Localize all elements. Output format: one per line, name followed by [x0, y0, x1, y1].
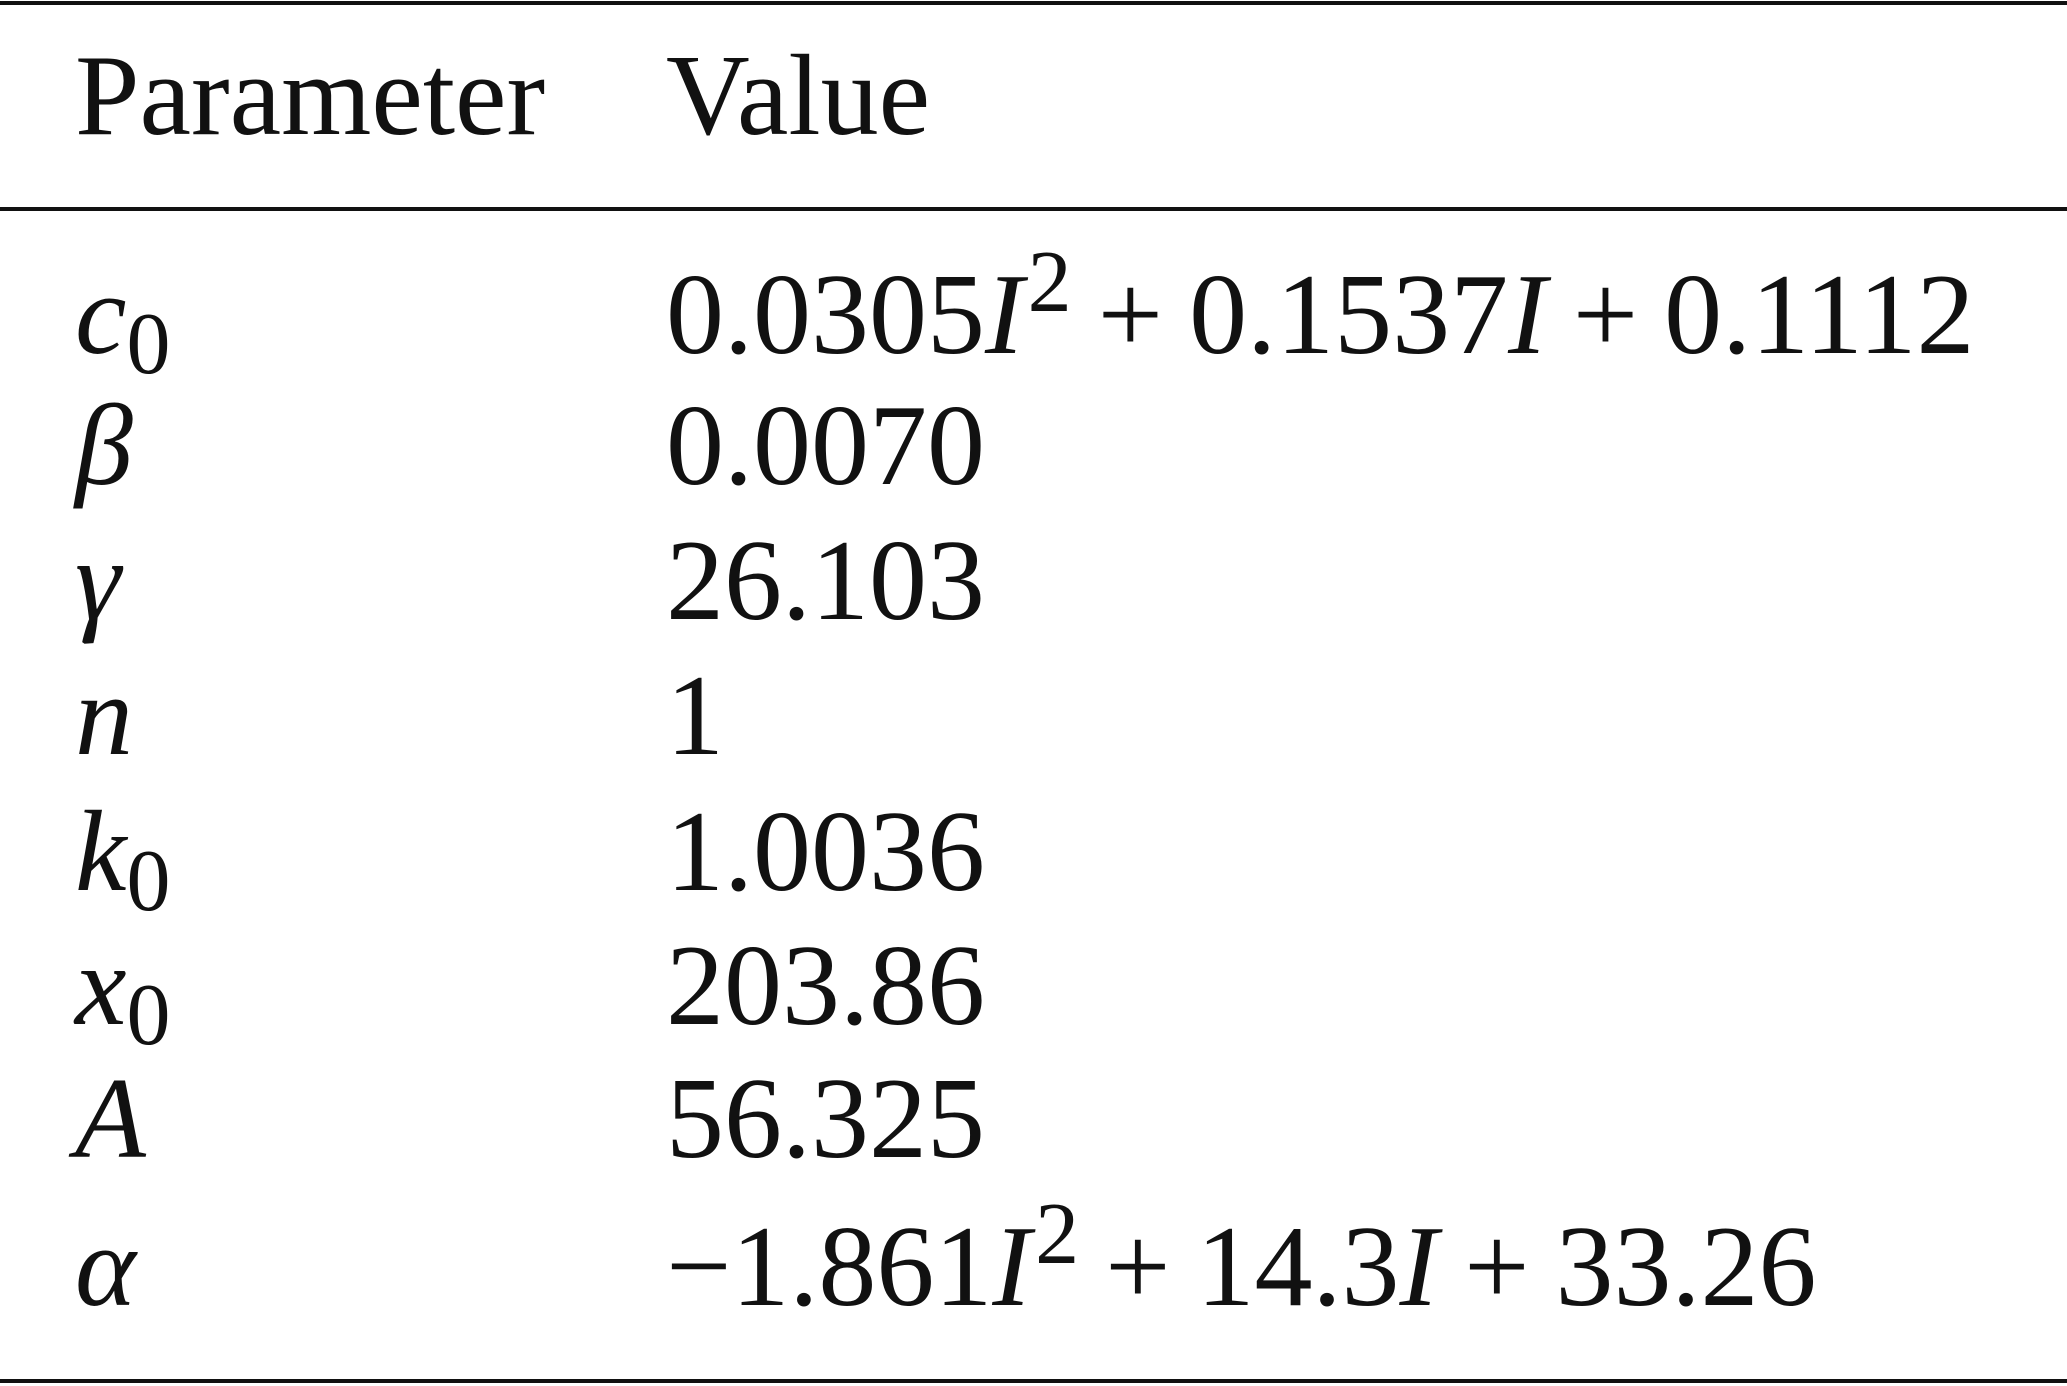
parameter-cell: c0	[75, 251, 171, 393]
value-cell: 1	[666, 652, 724, 780]
math-piece: +	[1098, 251, 1163, 379]
math-piece: c	[75, 251, 127, 379]
math-piece: A	[68, 1055, 147, 1183]
math-piece: I	[1507, 251, 1552, 379]
math-piece: I	[1398, 1203, 1443, 1331]
parameter-cell: β	[73, 382, 133, 510]
math-piece: x	[73, 922, 127, 1050]
value-cell: −1.861I2 +14.3I +33.26	[666, 1186, 1817, 1331]
math-piece: 203.86	[666, 922, 985, 1050]
math-piece: 2	[1028, 234, 1072, 331]
math-piece: 0	[127, 296, 171, 393]
value-cell: 0.0070	[666, 382, 985, 510]
math-piece: 0.1537	[1189, 251, 1508, 379]
parameter-cell: α	[75, 1203, 138, 1331]
parameter-cell: A	[68, 1055, 147, 1183]
table-row: A 56.325	[68, 1055, 985, 1183]
math-piece: γ	[75, 517, 124, 645]
math-piece: 1.0036	[666, 788, 985, 916]
math-piece: 2	[1035, 1186, 1079, 1283]
math-piece: n	[75, 652, 133, 780]
table-row: c0 0.0305I2 +0.1537I +0.1112	[75, 234, 1975, 393]
math-piece: 26.103	[666, 517, 985, 645]
table-row: β 0.0070	[73, 382, 985, 510]
header-cell: Value	[666, 32, 930, 160]
math-piece: I	[991, 1203, 1036, 1331]
header-cell: Parameter	[75, 32, 545, 160]
math-piece: 0	[127, 967, 171, 1064]
math-piece: −1.861	[666, 1203, 992, 1331]
value-cell: 1.0036	[666, 788, 985, 916]
value-cell: 203.86	[666, 922, 985, 1050]
header: Parameter Value	[75, 32, 930, 160]
math-piece: β	[73, 382, 133, 510]
math-piece: α	[75, 1203, 138, 1331]
math-piece: 1	[666, 652, 724, 780]
math-piece: 0.1112	[1664, 251, 1974, 379]
value-cell: 56.325	[666, 1055, 985, 1183]
table-row: x0 203.86	[73, 922, 985, 1064]
value-cell: 0.0305I2 +0.1537I +0.1112	[666, 234, 1975, 379]
math-piece: +	[1464, 1203, 1529, 1331]
math-piece: 0.0305	[666, 251, 985, 379]
math-piece: k	[75, 788, 129, 916]
math-piece: I	[984, 251, 1029, 379]
parameter-cell: γ	[75, 517, 124, 645]
math-piece: 14.3	[1196, 1203, 1399, 1331]
table-row: γ 26.103	[75, 517, 985, 645]
math-piece: 0.0070	[666, 382, 985, 510]
table-row: k0 1.0036	[75, 788, 985, 930]
value-cell: 26.103	[666, 517, 985, 645]
table-row: α −1.861I2 +14.3I +33.26	[75, 1186, 1817, 1331]
math-piece: +	[1573, 251, 1638, 379]
math-piece: 56.325	[666, 1055, 985, 1183]
math-piece: +	[1105, 1203, 1170, 1331]
math-piece: 33.26	[1556, 1203, 1817, 1331]
parameter-cell: k0	[75, 788, 171, 930]
math-piece: 0	[127, 833, 171, 930]
parameter-cell: x0	[73, 922, 171, 1064]
parameter-cell: n	[75, 652, 133, 780]
